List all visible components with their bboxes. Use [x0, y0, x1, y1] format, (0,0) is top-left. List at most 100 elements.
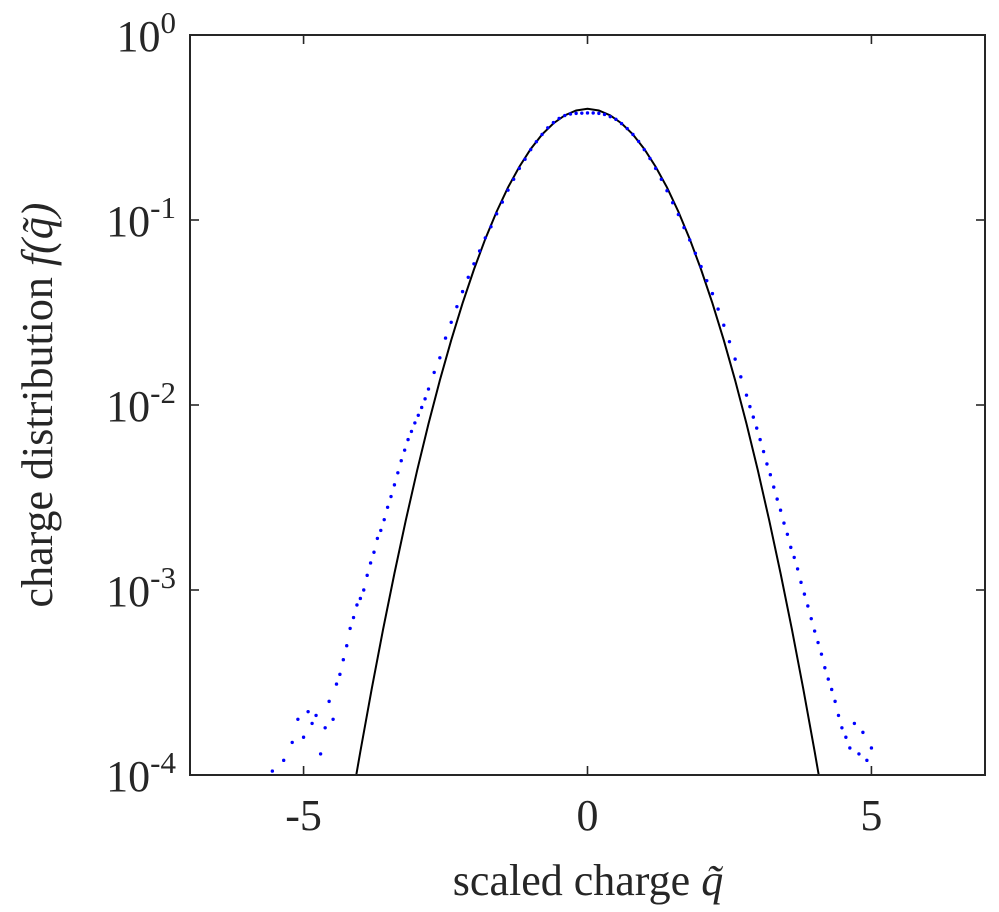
data-point [368, 561, 373, 565]
data-point [477, 249, 482, 253]
data-point [857, 752, 861, 756]
data-point [270, 769, 275, 773]
data-point [443, 336, 448, 340]
data-point [778, 508, 783, 512]
data-point [351, 615, 356, 620]
data-point [727, 339, 732, 344]
data-point [809, 616, 813, 621]
data-point [396, 471, 400, 475]
data-point [676, 212, 681, 217]
data-point [755, 426, 759, 430]
data-point [318, 752, 323, 756]
y-tick-label: 10-3 [106, 560, 176, 616]
data-point [716, 307, 720, 311]
data-point [392, 483, 397, 487]
data-point [819, 652, 824, 656]
data-point [296, 717, 300, 722]
data-point [782, 521, 786, 525]
data-point [812, 629, 817, 633]
data-point [534, 140, 539, 144]
y-tick-label: 10-1 [106, 190, 176, 246]
data-point [826, 677, 830, 681]
y-tick-label-base: 10 [106, 752, 150, 801]
data-point [833, 699, 837, 704]
y-tick-label-exponent: -3 [150, 560, 176, 595]
data-point [670, 201, 675, 205]
y-tick-label-base: 10 [106, 197, 150, 246]
data-point [466, 275, 470, 280]
data-point [341, 658, 346, 662]
data-point [785, 532, 790, 537]
data-point [758, 437, 762, 442]
data-point [416, 413, 420, 417]
data-point [642, 147, 646, 152]
data-point [768, 473, 773, 477]
data-point [659, 177, 664, 181]
data-point [449, 320, 453, 324]
data-point [455, 304, 459, 309]
data-point [358, 596, 363, 601]
data-point [323, 726, 327, 730]
data-point [597, 111, 601, 116]
data-point [282, 758, 286, 763]
data-point [816, 640, 820, 645]
x-tick-label: -5 [285, 791, 322, 840]
axes-frame [189, 34, 986, 776]
data-point [580, 111, 584, 115]
fit-curve-line [355, 107, 820, 775]
data-point [365, 573, 369, 578]
data-point [865, 758, 869, 763]
x-axis-title-text: scaled charge [453, 856, 690, 905]
data-point [733, 357, 737, 361]
data-point [489, 225, 493, 229]
y-tick-label: 10-4 [106, 745, 176, 801]
data-point [306, 709, 310, 714]
y-tick-label-base: 10 [106, 567, 150, 616]
data-point [331, 717, 335, 722]
data-point [574, 111, 578, 116]
data-point [844, 735, 848, 739]
y-axis-title-symbol: f(q̃) [13, 203, 62, 267]
y-axis-title-text: charge distribution [13, 277, 62, 607]
data-point [402, 448, 407, 452]
data-point [382, 517, 386, 522]
data-point [795, 567, 800, 571]
data-point [869, 746, 874, 750]
plot-area [270, 107, 874, 775]
x-tick-label: 0 [577, 791, 599, 840]
data-point [290, 740, 294, 745]
x-tick-label: 5 [860, 791, 882, 840]
y-tick-label-base: 10 [106, 382, 150, 431]
data-point [722, 323, 726, 327]
data-point [802, 592, 807, 596]
data-point [563, 113, 567, 118]
data-point [523, 157, 527, 161]
data-point [631, 132, 635, 137]
data-point [682, 225, 686, 230]
data-point [511, 177, 516, 181]
data-point [614, 117, 618, 122]
data-point [861, 730, 865, 735]
data-point [557, 116, 561, 121]
data-point [699, 264, 703, 269]
data-point [413, 421, 417, 425]
data-point [840, 726, 844, 730]
y-axis-title: charge distribution f(q̃) [13, 203, 62, 608]
data-point [848, 746, 852, 750]
x-axis-title: scaled charge q̃ [453, 856, 724, 905]
y-tick-label: 10-2 [106, 375, 176, 431]
data-point [529, 147, 533, 152]
data-point [345, 643, 349, 648]
data-point [625, 126, 629, 131]
y-tick-label-exponent: 0 [161, 5, 177, 40]
data-point [748, 404, 752, 409]
data-point [829, 687, 834, 692]
data-point [348, 626, 352, 631]
y-tick-label-base: 10 [117, 12, 161, 61]
data-point [389, 494, 393, 499]
data-point [744, 393, 749, 397]
data-point [314, 713, 318, 718]
data-point [372, 550, 376, 554]
